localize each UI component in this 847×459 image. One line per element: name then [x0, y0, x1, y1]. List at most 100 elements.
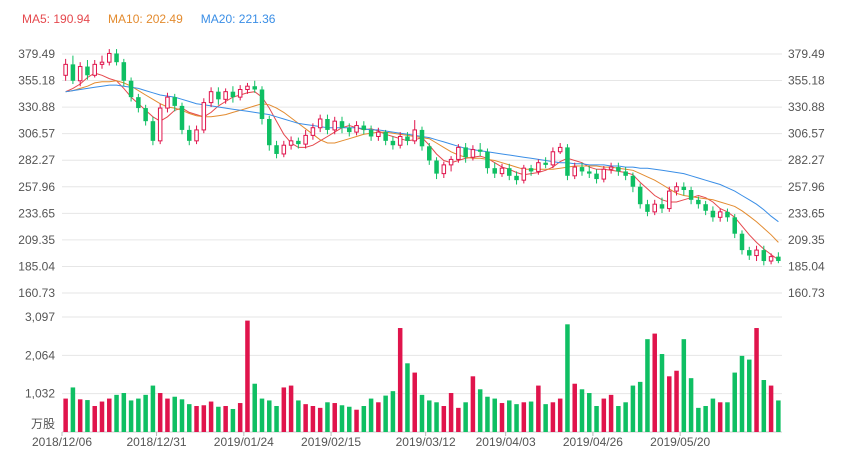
candle-body-down: [143, 108, 148, 122]
candle-body-down: [594, 173, 599, 180]
volume-bar: [485, 396, 490, 432]
candle-body-down: [361, 125, 367, 130]
candle-body-down: [761, 250, 767, 262]
price-tick-left: 233.65: [18, 206, 55, 220]
price-tick-left: 282.27: [18, 153, 55, 167]
volume-bar: [325, 402, 330, 432]
volume-bar: [441, 406, 447, 432]
volume-bar: [477, 389, 483, 432]
candle-body-up: [303, 134, 308, 145]
price-tick-left: 306.57: [18, 127, 55, 141]
ma10-label: MA10: 202.49: [108, 12, 183, 26]
volume-bar: [608, 394, 614, 432]
volume-bar: [674, 370, 679, 432]
candle-body-down: [434, 160, 439, 174]
candle-body-up: [536, 162, 541, 172]
volume-bar: [230, 408, 236, 432]
volume-bar: [77, 399, 83, 432]
volume-bar: [507, 400, 512, 432]
candle-body-up: [288, 140, 294, 146]
candle-body-up: [412, 129, 417, 142]
candle-body-down: [739, 233, 745, 251]
volume-bar: [274, 406, 279, 432]
volume-bar: [565, 324, 570, 432]
volume-bar: [143, 394, 148, 432]
candle-body-down: [274, 145, 279, 154]
gridlines: [61, 53, 782, 436]
x-tick-label: 2018/12/06: [32, 435, 92, 449]
candle-body-up: [557, 146, 563, 153]
volume-bar: [128, 400, 134, 432]
price-tick-left: 355.18: [18, 74, 55, 88]
volume-bar: [732, 372, 737, 432]
volume-bar: [434, 402, 439, 432]
candle-body-down: [85, 66, 90, 76]
volume-bars: [63, 320, 781, 432]
candle-body-down: [383, 132, 388, 141]
candle-body-up: [92, 63, 97, 76]
candle-body-up: [157, 107, 163, 142]
volume-bar: [296, 400, 301, 432]
candle-body-down: [339, 121, 345, 128]
volume-bar: [201, 405, 207, 432]
volume-bar: [747, 359, 752, 432]
candle-body-down: [543, 162, 548, 165]
candle-body-down: [703, 204, 708, 211]
candle-body-up: [572, 166, 577, 177]
volume-bar: [194, 406, 199, 432]
candle-body-up: [674, 186, 679, 192]
candle-body-down: [187, 129, 192, 141]
candle-body-down: [637, 186, 643, 205]
volume-bar: [550, 402, 556, 432]
volume-bar: [208, 401, 214, 432]
candle-body-up: [332, 120, 337, 131]
volume-bar: [303, 404, 308, 432]
candle-body-down: [368, 129, 374, 137]
volume-bar: [557, 398, 563, 432]
candle-body-down: [514, 175, 519, 181]
volume-bar: [136, 398, 141, 432]
volume-bar: [368, 398, 374, 432]
candle-body-up: [223, 91, 228, 100]
volume-bar: [717, 402, 723, 432]
volume-bar: [703, 406, 708, 432]
candle-body-up: [376, 131, 381, 137]
candle-body-up: [499, 167, 505, 175]
price-tick-left: 330.88: [18, 100, 55, 114]
volume-bar: [427, 400, 432, 432]
volume-bar: [237, 403, 243, 432]
volume-bar: [114, 394, 119, 432]
candle-body-down: [390, 140, 396, 146]
volume-bar: [739, 355, 745, 432]
candle-body-down: [70, 64, 76, 81]
volume-bar: [332, 403, 337, 432]
candle-body-down: [696, 199, 701, 205]
candle-body-down: [645, 204, 650, 212]
volume-bar: [121, 393, 127, 432]
volume-tick: 3,097: [25, 310, 55, 324]
volume-bar: [652, 333, 657, 432]
volume-bar: [572, 383, 577, 432]
volume-bar: [281, 387, 287, 432]
volume-bar: [63, 398, 68, 432]
price-tick-right: 282.27: [788, 153, 825, 167]
ma5-label: MA5: 190.94: [22, 12, 91, 26]
candle-body-up: [521, 167, 527, 181]
volume-bar: [172, 396, 177, 432]
volume-bar: [579, 389, 585, 432]
candle-body-up: [99, 61, 105, 65]
candle-body-up: [441, 164, 447, 175]
volume-bar: [70, 387, 76, 432]
candle-body-up: [456, 146, 461, 160]
volume-bar: [725, 402, 730, 432]
volume-bar: [768, 385, 774, 432]
price-tick-right: 330.88: [788, 100, 825, 114]
candle-body-down: [427, 146, 432, 161]
volume-bar: [754, 328, 759, 432]
volume-bar: [412, 372, 417, 432]
price-tick-right: 257.96: [788, 180, 825, 194]
candle-body-up: [165, 96, 170, 109]
volume-bar: [187, 404, 192, 432]
axis-labels: 379.49 379.49 355.18 355.18 330.88 330.88 306.…: [18, 47, 825, 449]
